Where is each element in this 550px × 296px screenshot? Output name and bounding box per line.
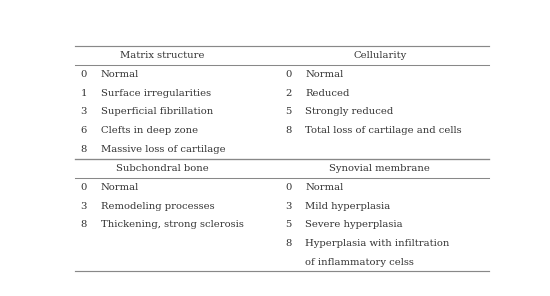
Text: Severe hyperplasia: Severe hyperplasia xyxy=(305,220,403,229)
Text: 3: 3 xyxy=(285,202,292,210)
Text: Hyperplasia with infiltration: Hyperplasia with infiltration xyxy=(305,239,450,248)
Text: Cellularity: Cellularity xyxy=(353,51,406,60)
Text: Clefts in deep zone: Clefts in deep zone xyxy=(101,126,198,135)
Text: Total loss of cartilage and cells: Total loss of cartilage and cells xyxy=(305,126,462,135)
Text: Normal: Normal xyxy=(101,183,139,192)
Text: Matrix structure: Matrix structure xyxy=(120,51,205,60)
Text: 1: 1 xyxy=(80,89,87,98)
Text: 0: 0 xyxy=(285,183,292,192)
Text: Massive loss of cartilage: Massive loss of cartilage xyxy=(101,145,226,154)
Text: 5: 5 xyxy=(285,220,292,229)
Text: 3: 3 xyxy=(80,107,87,116)
Text: Subchondral bone: Subchondral bone xyxy=(116,164,209,173)
Text: Synovial membrane: Synovial membrane xyxy=(329,164,430,173)
Text: 8: 8 xyxy=(285,239,292,248)
Text: Reduced: Reduced xyxy=(305,89,350,98)
Text: Superficial fibrillation: Superficial fibrillation xyxy=(101,107,213,116)
Text: Remodeling processes: Remodeling processes xyxy=(101,202,214,210)
Text: 0: 0 xyxy=(80,183,87,192)
Text: Surface irregularities: Surface irregularities xyxy=(101,89,211,98)
Text: Normal: Normal xyxy=(101,70,139,79)
Text: Thickening, strong sclerosis: Thickening, strong sclerosis xyxy=(101,220,244,229)
Text: 3: 3 xyxy=(80,202,87,210)
Text: of inflammatory celss: of inflammatory celss xyxy=(305,258,414,267)
Text: 8: 8 xyxy=(80,145,87,154)
Text: Normal: Normal xyxy=(305,183,344,192)
Text: 8: 8 xyxy=(80,220,87,229)
Text: 6: 6 xyxy=(80,126,87,135)
Text: Strongly reduced: Strongly reduced xyxy=(305,107,394,116)
Text: 5: 5 xyxy=(285,107,292,116)
Text: 8: 8 xyxy=(285,126,292,135)
Text: 0: 0 xyxy=(80,70,87,79)
Text: Mild hyperplasia: Mild hyperplasia xyxy=(305,202,390,210)
Text: Normal: Normal xyxy=(305,70,344,79)
Text: 2: 2 xyxy=(285,89,292,98)
Text: 0: 0 xyxy=(285,70,292,79)
